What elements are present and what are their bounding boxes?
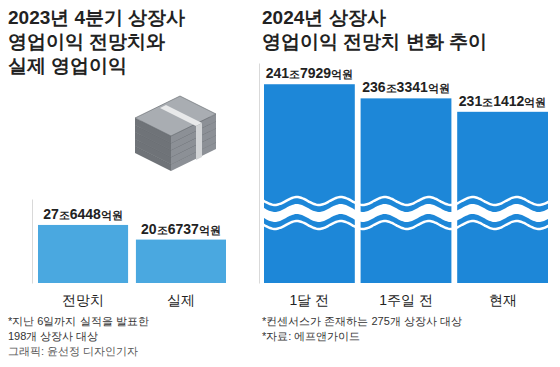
data-label-part: 231	[459, 93, 483, 109]
data-label-part: 조	[289, 68, 300, 80]
data-label: 20조6737억원	[141, 221, 221, 237]
chart-container: 2023년 4분기 상장사영업이익 전망치와실제 영업이익27조6448억원20…	[0, 0, 560, 367]
chart-title: 2023년 4분기 상장사영업이익 전망치와실제 영업이익	[8, 7, 185, 76]
data-label-part: 6737	[168, 221, 199, 237]
x-tick: 현재	[489, 292, 517, 308]
bar	[361, 98, 452, 283]
bar	[38, 225, 128, 283]
x-tick: 1달 전	[290, 292, 330, 308]
axis-break-line	[264, 197, 548, 205]
data-label-part: 억원	[101, 209, 123, 221]
bar	[136, 240, 226, 283]
x-axis: 1달 전 1주일 전 현재	[290, 292, 517, 308]
y-axis-line	[32, 200, 33, 284]
x-tick-label: 1주일 전	[379, 292, 433, 308]
chart-title: 2024년 상장사영업이익 전망치 변화 추이	[262, 7, 487, 52]
data-label-part: 억원	[428, 82, 450, 94]
data-labels: 241조7929억원236조3341억원231조1412억원	[266, 65, 547, 109]
title-line: 영업이익 전망치와	[8, 31, 165, 52]
x-tick: 전망치	[62, 292, 104, 308]
data-label: 236조3341억원	[362, 79, 450, 95]
annotation: 그래픽: 윤선정 디자인기자	[8, 345, 138, 357]
title-line: 실제 영업이익	[8, 55, 127, 76]
bar	[264, 84, 355, 283]
chart-panel: 2024년 상장사영업이익 전망치 변화 추이241조7929억원236조334…	[260, 7, 551, 342]
bars	[264, 84, 548, 283]
x-axis: 전망치 실제	[62, 292, 195, 308]
data-label: 231조1412억원	[459, 93, 547, 109]
data-label-part: 236	[362, 79, 386, 95]
chart-svg: 2023년 4분기 상장사영업이익 전망치와실제 영업이익27조6448억원20…	[0, 0, 560, 367]
title-line: 2024년 상장사	[262, 7, 386, 28]
title-line: 2023년 4분기 상장사	[8, 7, 185, 28]
data-label-part: 20	[141, 221, 157, 237]
data-label-part: 조	[386, 82, 397, 94]
y-axis	[259, 64, 260, 284]
data-label-part: 조	[59, 209, 70, 221]
data-label: 241조7929억원	[266, 65, 354, 81]
x-tick-label: 실제	[167, 292, 195, 308]
title-line: 영업이익 전망치 변화 추이	[262, 31, 487, 52]
axis-break-line	[264, 221, 548, 229]
data-label-part: 억원	[199, 224, 221, 236]
x-tick: 실제	[167, 292, 195, 308]
annotation: *컨센서스가 존재하는 275개 상장사 대상	[262, 315, 462, 327]
data-label-part: 7929	[300, 65, 331, 81]
data-label-part: 6448	[70, 206, 101, 222]
money-band	[196, 123, 202, 160]
annotation: 198개 상장사 대상	[8, 330, 98, 342]
axis-break	[262, 204, 550, 222]
data-label-part: 조	[157, 224, 168, 236]
annotation: *자료: 에프앤가이드	[262, 330, 360, 342]
data-label-part: 27	[43, 206, 59, 222]
data-label: 27조6448억원	[43, 206, 123, 222]
data-label-part: 1412	[493, 93, 524, 109]
x-tick-label: 전망치	[62, 292, 104, 308]
annotation: *지난 6일까지 실적을 발표한	[8, 315, 149, 327]
money-top	[135, 96, 216, 136]
x-tick-label: 1달 전	[290, 292, 330, 308]
data-label-part: 241	[266, 65, 290, 81]
data-label-part: 억원	[331, 68, 353, 80]
chart-panel: 2023년 4분기 상장사영업이익 전망치와실제 영업이익27조6448억원20…	[8, 7, 226, 357]
data-labels: 27조6448억원20조6737억원	[43, 206, 221, 237]
data-label-part: 억원	[524, 96, 546, 108]
money-band	[160, 105, 202, 126]
y-axis	[32, 200, 33, 284]
data-label-part: 3341	[397, 79, 428, 95]
x-tick-label: 현재	[489, 292, 517, 308]
y-axis-line	[259, 64, 260, 284]
money-icon	[135, 96, 216, 171]
x-tick: 1주일 전	[379, 292, 433, 308]
data-label-part: 조	[482, 96, 493, 108]
